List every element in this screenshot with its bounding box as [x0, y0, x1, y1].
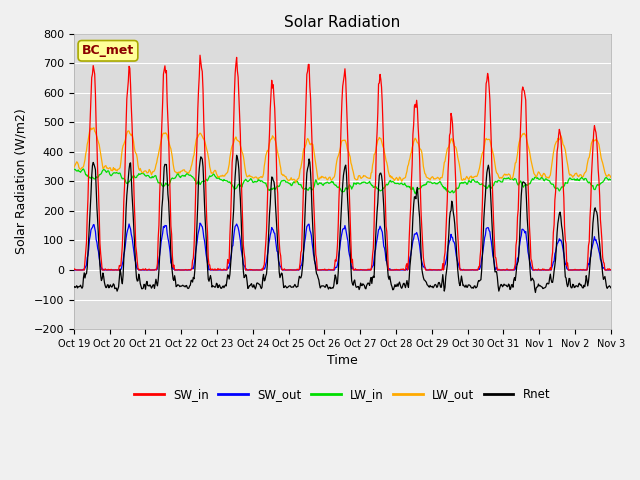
- Title: Solar Radiation: Solar Radiation: [284, 15, 401, 30]
- X-axis label: Time: Time: [327, 354, 358, 367]
- Legend: SW_in, SW_out, LW_in, LW_out, Rnet: SW_in, SW_out, LW_in, LW_out, Rnet: [129, 384, 555, 406]
- Text: BC_met: BC_met: [82, 44, 134, 57]
- Y-axis label: Solar Radiation (W/m2): Solar Radiation (W/m2): [15, 108, 28, 254]
